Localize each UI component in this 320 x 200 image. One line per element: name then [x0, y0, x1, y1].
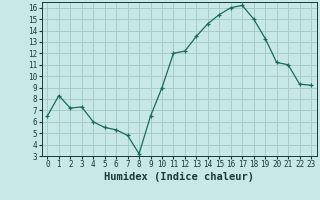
X-axis label: Humidex (Indice chaleur): Humidex (Indice chaleur): [104, 172, 254, 182]
